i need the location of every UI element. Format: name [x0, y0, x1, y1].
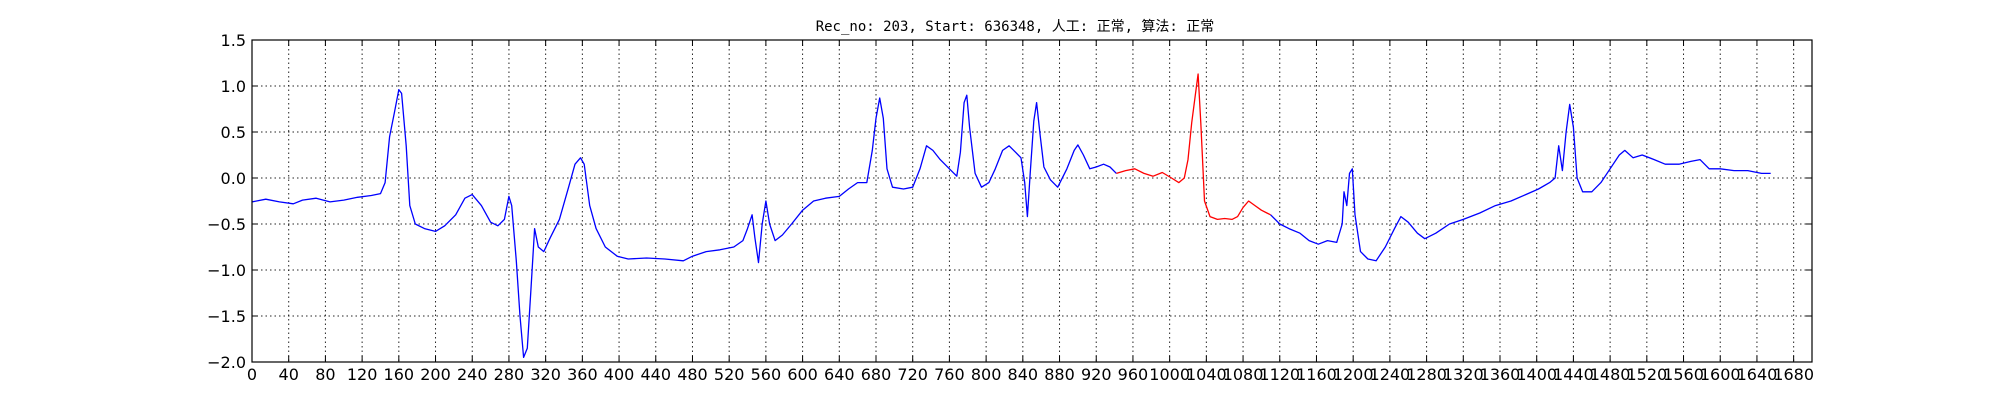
ecg-segment-1	[251, 89, 1117, 359]
x-tick-label: 1400	[1516, 365, 1557, 384]
y-tick-label: 0.5	[221, 123, 246, 142]
x-tick-label: 1000	[1149, 365, 1190, 384]
series-group	[251, 73, 1771, 359]
x-axis: 0 40 80 120 160 200 240 280 320 360 400 440 480 520 56…	[247, 40, 1814, 384]
x-tick-label: 1040	[1186, 365, 1227, 384]
x-tick-label: 800	[971, 365, 1002, 384]
x-tick-label: 1240	[1370, 365, 1411, 384]
y-tick-label: −2.0	[207, 353, 246, 372]
x-tick-label: 0	[247, 365, 257, 384]
y-tick-label: −1.5	[207, 307, 246, 326]
x-tick-label: 560	[751, 365, 782, 384]
y-axis: 1.5 1.0 0.5 0.0 −0.5 −1.0 −1.5 −2.0	[207, 31, 1812, 372]
x-tick-label: 680	[861, 365, 892, 384]
x-tick-label: 600	[787, 365, 818, 384]
x-tick-label: 200	[420, 365, 451, 384]
x-tick-label: 280	[494, 365, 525, 384]
ecg-segment-3	[1270, 103, 1771, 262]
x-tick-label: 1560	[1663, 365, 1704, 384]
x-tick-label: 720	[897, 365, 928, 384]
x-tick-label: 160	[384, 365, 415, 384]
x-tick-label: 360	[567, 365, 598, 384]
chart-title: Rec_no: 203, Start: 636348, 人工: 正常, 算法: …	[816, 19, 1215, 35]
x-tick-label: 480	[677, 365, 708, 384]
x-tick-label: 880	[1044, 365, 1075, 384]
x-tick-label: 1080	[1223, 365, 1264, 384]
x-tick-label: 1480	[1590, 365, 1631, 384]
y-tick-label: 0.0	[221, 169, 246, 188]
x-tick-label: 1520	[1626, 365, 1667, 384]
x-tick-label: 1680	[1773, 365, 1814, 384]
x-tick-label: 400	[604, 365, 635, 384]
x-tick-label: 1280	[1406, 365, 1447, 384]
x-tick-label: 440	[640, 365, 671, 384]
x-tick-label: 920	[1081, 365, 1112, 384]
x-tick-label: 1320	[1443, 365, 1484, 384]
ecg-segment-2	[1116, 73, 1271, 221]
x-tick-label: 1360	[1480, 365, 1521, 384]
x-tick-label: 760	[934, 365, 965, 384]
x-tick-label: 1160	[1296, 365, 1337, 384]
y-tick-label: −0.5	[207, 215, 246, 234]
y-tick-label: 1.5	[221, 31, 246, 50]
x-tick-label: 520	[714, 365, 745, 384]
x-tick-label: 840	[1008, 365, 1039, 384]
x-tick-label: 960	[1118, 365, 1149, 384]
x-tick-label: 640	[824, 365, 855, 384]
y-tick-label: 1.0	[221, 77, 246, 96]
x-tick-label: 1200	[1333, 365, 1374, 384]
x-tick-label: 240	[457, 365, 488, 384]
x-tick-label: 320	[530, 365, 561, 384]
grid	[251, 39, 1812, 363]
x-tick-label: 40	[279, 365, 299, 384]
x-tick-label: 80	[315, 365, 335, 384]
x-tick-label: 120	[347, 365, 378, 384]
y-tick-label: −1.0	[207, 261, 246, 280]
x-tick-label: 1440	[1553, 365, 1594, 384]
axes-frame	[251, 39, 1813, 363]
x-tick-label: 1120	[1259, 365, 1300, 384]
x-tick-label: 1600	[1700, 365, 1741, 384]
x-tick-label: 1640	[1737, 365, 1778, 384]
